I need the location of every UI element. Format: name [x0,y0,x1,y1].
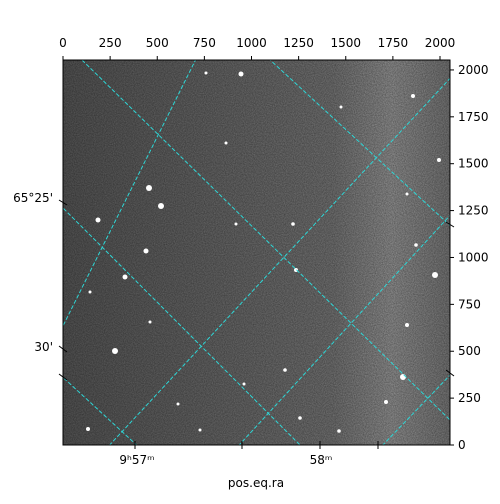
x-tick-label: 1000 [236,36,267,50]
x-axis-label: pos.eq.ra [228,476,284,490]
x-tick-label: 250 [99,36,122,50]
x-tick-label: 500 [146,36,169,50]
image [63,60,450,445]
y-tick-label: 2000 [458,63,489,77]
y-tick-label: 1000 [458,250,489,264]
coordinate-ticks [58,199,455,449]
x-tick-label: 1500 [330,36,361,50]
y-tick-label: 1500 [458,157,489,171]
x-tick-label: 2000 [425,36,456,50]
dec-label: 65°25' [13,191,53,205]
y-tick-label: 750 [458,297,481,311]
x-tick-label: 1250 [283,36,314,50]
y-tick-label: 1250 [458,204,489,218]
coordinate-grid [63,60,450,445]
y-tick-label: 1750 [458,110,489,124]
x-tick-label: 1750 [378,36,409,50]
ra-label: 9ʰ57ᵐ [119,453,154,467]
axes-frame [62,59,451,446]
x-tick-label: 750 [193,36,216,50]
dec-label: 30' [34,340,53,354]
y-tick-label: 0 [458,438,466,452]
x-tick-label: 0 [59,36,67,50]
y-tick-label: 500 [458,344,481,358]
ra-label: 58ᵐ [310,453,333,467]
y-tick-label: 250 [458,391,481,405]
